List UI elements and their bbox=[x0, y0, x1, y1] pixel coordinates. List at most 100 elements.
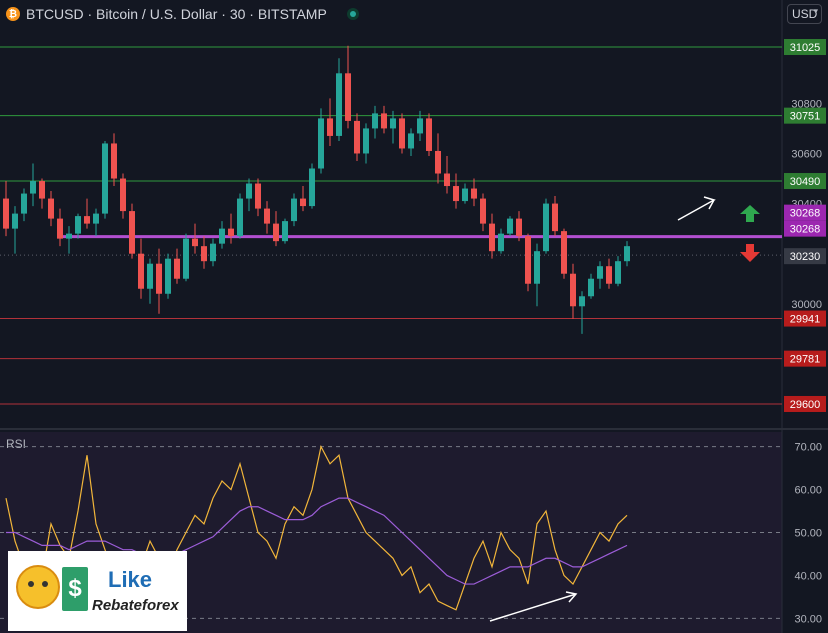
candle-body[interactable] bbox=[543, 203, 549, 252]
candle-body[interactable] bbox=[417, 118, 423, 134]
candle-body[interactable] bbox=[120, 178, 126, 212]
rsi-trend-arrow[interactable] bbox=[489, 591, 578, 622]
bitcoin-icon: ₿ bbox=[6, 7, 20, 21]
candle-body[interactable] bbox=[381, 113, 387, 129]
candle-body[interactable] bbox=[516, 218, 522, 237]
candle-body[interactable] bbox=[264, 208, 270, 224]
candle-body[interactable] bbox=[12, 213, 18, 229]
pivot-price-label: 30268 bbox=[790, 208, 821, 220]
candle-body[interactable] bbox=[57, 218, 63, 239]
candle-body[interactable] bbox=[372, 113, 378, 129]
candle-body[interactable] bbox=[345, 73, 351, 121]
resistance-price-label: 30490 bbox=[790, 176, 821, 188]
candle-body[interactable] bbox=[228, 228, 234, 237]
candle-body[interactable] bbox=[246, 183, 252, 199]
candle-body[interactable] bbox=[39, 181, 45, 199]
candle-body[interactable] bbox=[597, 266, 603, 279]
candle-body[interactable] bbox=[399, 118, 405, 149]
candle-body[interactable] bbox=[129, 211, 135, 254]
candle-body[interactable] bbox=[111, 143, 117, 179]
candle-body[interactable] bbox=[588, 278, 594, 297]
candle-body[interactable] bbox=[336, 73, 342, 136]
candle-body[interactable] bbox=[3, 198, 9, 229]
pivot-price-label-bg bbox=[784, 220, 826, 237]
candle-body[interactable] bbox=[255, 183, 261, 209]
candle-body[interactable] bbox=[291, 198, 297, 222]
candle-body[interactable] bbox=[192, 238, 198, 247]
candle-body[interactable] bbox=[462, 188, 468, 202]
candle-body[interactable] bbox=[273, 223, 279, 242]
resistance-price-label-bg bbox=[784, 107, 826, 124]
candle-body[interactable] bbox=[579, 296, 585, 307]
candle-body[interactable] bbox=[525, 236, 531, 284]
chevron-down-icon: ▾ bbox=[813, 6, 818, 16]
candle-body[interactable] bbox=[237, 198, 243, 237]
candle-body[interactable] bbox=[21, 193, 27, 214]
candle-body[interactable] bbox=[75, 216, 81, 234]
candle-body[interactable] bbox=[498, 233, 504, 252]
candle-body[interactable] bbox=[561, 231, 567, 274]
rsi-tick-label: 70.00 bbox=[794, 442, 822, 454]
rsi-ma-line[interactable] bbox=[6, 497, 628, 585]
candle-body[interactable] bbox=[570, 273, 576, 307]
candle-body[interactable] bbox=[84, 216, 90, 224]
support-price-label: 29600 bbox=[790, 399, 821, 411]
candle-body[interactable] bbox=[435, 150, 441, 174]
candle-body[interactable] bbox=[390, 118, 396, 129]
red-down-arrow-icon bbox=[740, 244, 760, 262]
candle-body[interactable] bbox=[138, 253, 144, 289]
candle-body[interactable] bbox=[327, 118, 333, 136]
candle-body[interactable] bbox=[210, 243, 216, 262]
candle-body[interactable] bbox=[183, 238, 189, 279]
resistance-price-label: 30751 bbox=[790, 111, 821, 123]
rsi-tick-label: 30.00 bbox=[794, 613, 822, 625]
candle-body[interactable] bbox=[147, 263, 153, 289]
support-price-label-bg bbox=[784, 350, 826, 367]
thumbs-up-emoji-icon bbox=[16, 565, 60, 609]
candle-body[interactable] bbox=[93, 213, 99, 224]
candle-body[interactable] bbox=[318, 118, 324, 169]
candle-body[interactable] bbox=[471, 188, 477, 199]
price-tick-label: 30800 bbox=[791, 98, 822, 110]
candle-body[interactable] bbox=[300, 198, 306, 207]
resistance-price-label: 31025 bbox=[790, 42, 821, 54]
symbol-header: ₿ BTCUSD · Bitcoin / U.S. Dollar · 30 · … bbox=[0, 0, 359, 28]
support-price-label: 29941 bbox=[790, 314, 821, 326]
candle-body[interactable] bbox=[66, 233, 72, 239]
candle-body[interactable] bbox=[453, 186, 459, 202]
rebateforex-mark-icon: $ bbox=[62, 567, 88, 611]
candle-body[interactable] bbox=[102, 143, 108, 214]
pivot-price-label: 30268 bbox=[790, 224, 821, 236]
candle-body[interactable] bbox=[624, 246, 630, 262]
symbol-title[interactable]: BTCUSD · Bitcoin / U.S. Dollar · 30 · BI… bbox=[26, 6, 327, 22]
candle-body[interactable] bbox=[489, 223, 495, 252]
candle-body[interactable] bbox=[354, 120, 360, 154]
currency-value: USD bbox=[792, 7, 818, 21]
candle-body[interactable] bbox=[606, 266, 612, 284]
candle-body[interactable] bbox=[48, 198, 54, 219]
candle-body[interactable] bbox=[282, 221, 288, 242]
candle-body[interactable] bbox=[363, 128, 369, 154]
candle-body[interactable] bbox=[219, 228, 225, 244]
candle-body[interactable] bbox=[444, 173, 450, 187]
candle-body[interactable] bbox=[156, 263, 162, 294]
candle-body[interactable] bbox=[30, 181, 36, 194]
candle-body[interactable] bbox=[201, 246, 207, 262]
support-price-label-bg bbox=[784, 395, 826, 412]
candle-body[interactable] bbox=[615, 261, 621, 284]
currency-select[interactable]: USD ▾ bbox=[787, 4, 822, 24]
candle-body[interactable] bbox=[174, 258, 180, 279]
candle-body[interactable] bbox=[408, 133, 414, 149]
candle-body[interactable] bbox=[165, 258, 171, 294]
candle-body[interactable] bbox=[426, 118, 432, 151]
candle-body[interactable] bbox=[507, 218, 513, 234]
support-price-label: 29781 bbox=[790, 354, 821, 366]
candle-body[interactable] bbox=[552, 203, 558, 232]
trend-arrow-up[interactable] bbox=[677, 196, 716, 221]
candle-body[interactable] bbox=[309, 168, 315, 207]
candle-body[interactable] bbox=[480, 198, 486, 224]
candle-body[interactable] bbox=[534, 251, 540, 284]
resistance-price-label-bg bbox=[784, 39, 826, 56]
current-price-label-bg bbox=[784, 248, 826, 265]
